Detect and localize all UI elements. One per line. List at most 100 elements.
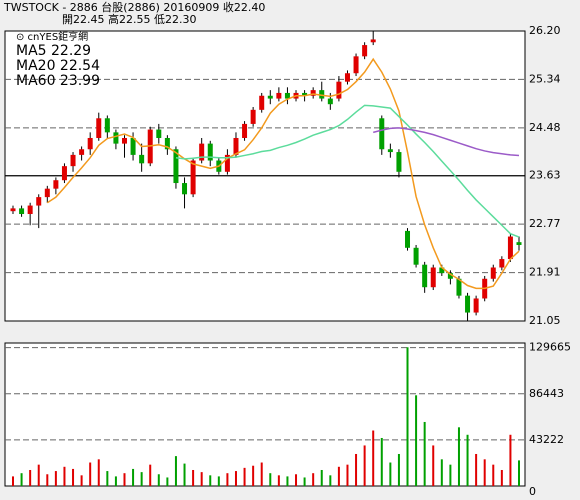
candle-body: [113, 132, 119, 144]
volume-bar: [320, 469, 323, 486]
candle-body: [456, 278, 462, 296]
volume-tick-label: 86443: [529, 387, 564, 400]
volume-bar: [295, 474, 298, 486]
volume-bar: [329, 475, 332, 486]
candle-body: [199, 143, 205, 161]
volume-bar: [355, 453, 358, 486]
candle-body: [156, 129, 162, 138]
volume-bar: [500, 469, 503, 486]
volume-bar: [457, 427, 460, 486]
volume-bar: [337, 466, 340, 486]
y-tick-label: 24.48: [529, 121, 561, 134]
chart-subtitle: 開22.45 高22.55 低22.30: [62, 12, 196, 26]
candle-body: [104, 118, 110, 133]
volume-bar: [440, 459, 443, 486]
candle-body: [353, 56, 359, 74]
volume-bar: [466, 434, 469, 486]
volume-bar: [406, 347, 409, 486]
volume-bar: [80, 475, 83, 486]
volume-bar: [123, 473, 126, 486]
candle-body: [336, 81, 342, 99]
candle-body: [362, 45, 368, 57]
candle-body: [413, 247, 419, 265]
ma-line: [175, 104, 520, 238]
y-tick-label: 21.91: [529, 266, 561, 279]
volume-bar: [166, 477, 169, 486]
volume-bar: [12, 476, 14, 486]
candle-body: [490, 267, 496, 279]
volume-bar: [303, 477, 306, 486]
candle-body: [430, 267, 436, 288]
volume-bar: [226, 473, 229, 486]
volume-bar: [200, 472, 203, 486]
y-tick-label: 22.77: [529, 217, 561, 230]
candle-body: [10, 208, 16, 212]
candle-body: [465, 295, 471, 313]
volume-bar: [72, 468, 75, 486]
candle-body: [473, 298, 479, 313]
volume-bar: [234, 471, 237, 486]
volume-tick-label: 129665: [529, 341, 571, 354]
volume-bar: [372, 430, 375, 486]
candle-body: [27, 205, 33, 215]
candle-body: [422, 264, 428, 288]
candle-body: [327, 98, 333, 105]
volume-bar: [475, 453, 478, 486]
volume-bar: [97, 459, 100, 486]
y-tick-label: 25.34: [529, 72, 561, 85]
candle-body: [310, 90, 316, 96]
volume-bar: [252, 465, 255, 486]
candle-body: [319, 90, 325, 99]
chart-title: TWSTOCK - 2886 台股(2886) 20160909 收22.40: [3, 0, 265, 14]
candle-body: [276, 92, 282, 99]
volume-panel: [4, 342, 526, 487]
candle-body: [207, 143, 213, 161]
volume-bar: [363, 445, 366, 486]
volume-bar: [243, 467, 246, 486]
candle-body: [405, 230, 411, 248]
volume-bar: [114, 476, 117, 486]
volume-bar: [269, 473, 272, 486]
candle-body: [87, 137, 93, 150]
candle-body: [267, 95, 273, 99]
candle-body: [121, 137, 127, 144]
volume-bar: [46, 474, 49, 486]
ma-line: [46, 57, 520, 290]
ma-line: [373, 127, 520, 157]
candle-body: [53, 180, 59, 189]
volume-bar: [449, 464, 452, 486]
candle-body: [379, 118, 385, 150]
candle-body: [36, 197, 42, 206]
volume-bar: [217, 476, 220, 486]
candle-body: [447, 273, 453, 279]
volume-bar: [380, 437, 383, 486]
candle-body: [439, 267, 445, 274]
volume-bar: [423, 421, 426, 486]
volume-bar: [183, 463, 186, 486]
volume-bar: [277, 475, 280, 486]
volume-bar: [149, 464, 152, 486]
candle-body: [139, 154, 145, 164]
candle-body: [19, 208, 25, 215]
candle-body: [224, 154, 230, 172]
legend-entry: MA20 22.54: [16, 58, 100, 74]
candle-body: [164, 137, 170, 150]
candle-body: [259, 95, 265, 110]
candle-body: [79, 149, 85, 155]
volume-bar: [192, 469, 195, 486]
candle-body: [96, 118, 102, 138]
candle-body: [250, 109, 256, 124]
candle-body: [507, 236, 513, 260]
source-label: ⊙ cnYES鉅亨網: [16, 30, 88, 43]
volume-bar: [63, 466, 66, 486]
volume-bar: [29, 469, 32, 486]
candle-body: [44, 188, 50, 198]
candle-body: [284, 92, 290, 99]
candle-body: [499, 259, 505, 268]
volume-bar: [389, 462, 392, 486]
candle-body: [302, 92, 308, 96]
volume-bar: [54, 471, 57, 486]
candle-body: [344, 73, 350, 82]
candle-body: [233, 137, 239, 155]
